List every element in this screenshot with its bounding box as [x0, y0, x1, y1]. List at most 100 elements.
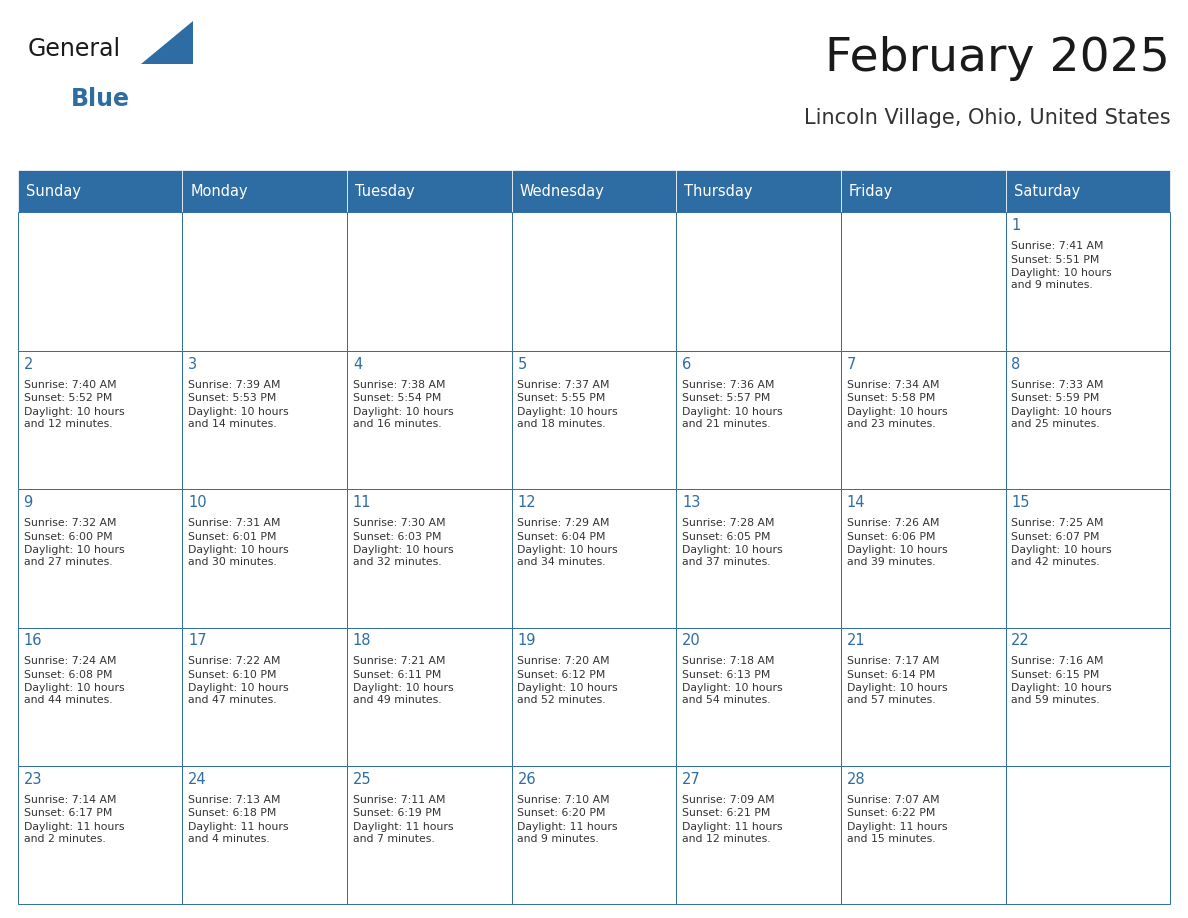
Text: Sunrise: 7:37 AM: Sunrise: 7:37 AM [518, 380, 609, 389]
Text: Sunset: 5:54 PM: Sunset: 5:54 PM [353, 393, 441, 403]
Bar [512, 351, 676, 489]
Text: Sunset: 5:53 PM: Sunset: 5:53 PM [188, 393, 277, 403]
Text: 28: 28 [847, 772, 865, 787]
Text: Daylight: 11 hours
and 9 minutes.: Daylight: 11 hours and 9 minutes. [518, 822, 618, 844]
Text: Sunrise: 7:41 AM: Sunrise: 7:41 AM [1011, 241, 1104, 252]
Text: Daylight: 11 hours
and 12 minutes.: Daylight: 11 hours and 12 minutes. [682, 822, 783, 844]
Bar [183, 351, 347, 489]
Text: Sunrise: 7:25 AM: Sunrise: 7:25 AM [1011, 518, 1104, 528]
Bar [676, 628, 841, 766]
Text: Sunset: 6:10 PM: Sunset: 6:10 PM [188, 670, 277, 680]
Text: Daylight: 11 hours
and 2 minutes.: Daylight: 11 hours and 2 minutes. [24, 822, 124, 844]
Bar [18, 628, 183, 766]
Text: Sunset: 6:14 PM: Sunset: 6:14 PM [847, 670, 935, 680]
Text: Sunset: 6:21 PM: Sunset: 6:21 PM [682, 809, 771, 818]
Text: 15: 15 [1011, 495, 1030, 510]
Bar [512, 489, 676, 628]
Bar [676, 766, 841, 904]
Text: Lincoln Village, Ohio, United States: Lincoln Village, Ohio, United States [803, 107, 1170, 128]
Bar [347, 170, 512, 212]
Text: Sunrise: 7:40 AM: Sunrise: 7:40 AM [24, 380, 116, 389]
Bar [347, 489, 512, 628]
Text: Saturday: Saturday [1013, 184, 1080, 198]
Bar [841, 766, 1005, 904]
Bar [841, 628, 1005, 766]
Text: Sunrise: 7:29 AM: Sunrise: 7:29 AM [518, 518, 609, 528]
Bar [18, 351, 183, 489]
Text: General: General [27, 37, 120, 61]
Bar [347, 628, 512, 766]
Text: Daylight: 10 hours
and 27 minutes.: Daylight: 10 hours and 27 minutes. [24, 545, 125, 567]
Text: Sunset: 6:01 PM: Sunset: 6:01 PM [188, 532, 277, 542]
Text: Sunset: 5:55 PM: Sunset: 5:55 PM [518, 393, 606, 403]
Bar [841, 489, 1005, 628]
Text: 11: 11 [353, 495, 372, 510]
Text: Sunset: 6:22 PM: Sunset: 6:22 PM [847, 809, 935, 818]
Text: Sunrise: 7:10 AM: Sunrise: 7:10 AM [518, 795, 611, 805]
Text: Sunrise: 7:18 AM: Sunrise: 7:18 AM [682, 656, 775, 666]
Text: Daylight: 10 hours
and 12 minutes.: Daylight: 10 hours and 12 minutes. [24, 407, 125, 429]
Bar [512, 212, 676, 351]
Text: Daylight: 10 hours
and 49 minutes.: Daylight: 10 hours and 49 minutes. [353, 684, 454, 706]
Text: Sunset: 6:17 PM: Sunset: 6:17 PM [24, 809, 112, 818]
Text: 16: 16 [24, 633, 42, 648]
Text: Sunset: 6:19 PM: Sunset: 6:19 PM [353, 809, 441, 818]
Bar [676, 351, 841, 489]
Text: Daylight: 11 hours
and 4 minutes.: Daylight: 11 hours and 4 minutes. [188, 822, 289, 844]
Text: 23: 23 [24, 772, 42, 787]
Text: Daylight: 10 hours
and 52 minutes.: Daylight: 10 hours and 52 minutes. [518, 684, 618, 706]
Bar [18, 489, 183, 628]
Text: Sunrise: 7:39 AM: Sunrise: 7:39 AM [188, 380, 280, 389]
Text: 13: 13 [682, 495, 701, 510]
Bar [1005, 212, 1170, 351]
Text: 27: 27 [682, 772, 701, 787]
Text: Sunrise: 7:24 AM: Sunrise: 7:24 AM [24, 656, 116, 666]
Text: Friday: Friday [849, 184, 893, 198]
Text: Sunset: 6:15 PM: Sunset: 6:15 PM [1011, 670, 1100, 680]
Bar [183, 766, 347, 904]
Text: Sunset: 6:00 PM: Sunset: 6:00 PM [24, 532, 112, 542]
Bar [1005, 351, 1170, 489]
Text: Daylight: 11 hours
and 7 minutes.: Daylight: 11 hours and 7 minutes. [353, 822, 454, 844]
Text: 5: 5 [518, 357, 526, 372]
Text: Daylight: 10 hours
and 32 minutes.: Daylight: 10 hours and 32 minutes. [353, 545, 454, 567]
Text: Tuesday: Tuesday [355, 184, 415, 198]
Text: Sunrise: 7:28 AM: Sunrise: 7:28 AM [682, 518, 775, 528]
Bar [183, 212, 347, 351]
Text: Sunrise: 7:16 AM: Sunrise: 7:16 AM [1011, 656, 1104, 666]
Text: Sunrise: 7:30 AM: Sunrise: 7:30 AM [353, 518, 446, 528]
Text: Sunrise: 7:21 AM: Sunrise: 7:21 AM [353, 656, 446, 666]
Text: Sunset: 6:08 PM: Sunset: 6:08 PM [24, 670, 112, 680]
Text: Sunrise: 7:26 AM: Sunrise: 7:26 AM [847, 518, 940, 528]
Text: Sunset: 6:12 PM: Sunset: 6:12 PM [518, 670, 606, 680]
Text: Sunrise: 7:31 AM: Sunrise: 7:31 AM [188, 518, 280, 528]
Text: Sunrise: 7:14 AM: Sunrise: 7:14 AM [24, 795, 116, 805]
Text: Sunrise: 7:13 AM: Sunrise: 7:13 AM [188, 795, 280, 805]
Bar [347, 212, 512, 351]
Bar [347, 766, 512, 904]
Text: Daylight: 10 hours
and 30 minutes.: Daylight: 10 hours and 30 minutes. [188, 545, 289, 567]
Bar [676, 170, 841, 212]
Text: February 2025: February 2025 [826, 37, 1170, 82]
Text: Daylight: 10 hours
and 47 minutes.: Daylight: 10 hours and 47 minutes. [188, 684, 289, 706]
Text: Sunset: 6:06 PM: Sunset: 6:06 PM [847, 532, 935, 542]
Text: Sunrise: 7:09 AM: Sunrise: 7:09 AM [682, 795, 775, 805]
Text: 20: 20 [682, 633, 701, 648]
Bar [18, 212, 183, 351]
Text: Sunrise: 7:17 AM: Sunrise: 7:17 AM [847, 656, 940, 666]
Text: Sunset: 6:20 PM: Sunset: 6:20 PM [518, 809, 606, 818]
Bar [183, 628, 347, 766]
Text: Sunrise: 7:32 AM: Sunrise: 7:32 AM [24, 518, 116, 528]
Text: Daylight: 10 hours
and 57 minutes.: Daylight: 10 hours and 57 minutes. [847, 684, 947, 706]
Bar [841, 170, 1005, 212]
Text: Sunrise: 7:33 AM: Sunrise: 7:33 AM [1011, 380, 1104, 389]
Bar [676, 212, 841, 351]
Text: 17: 17 [188, 633, 207, 648]
Bar [841, 212, 1005, 351]
Text: Daylight: 10 hours
and 14 minutes.: Daylight: 10 hours and 14 minutes. [188, 407, 289, 429]
Bar [1005, 170, 1170, 212]
Text: Sunset: 5:57 PM: Sunset: 5:57 PM [682, 393, 771, 403]
Text: Sunrise: 7:22 AM: Sunrise: 7:22 AM [188, 656, 280, 666]
Text: 26: 26 [518, 772, 536, 787]
Text: Sunset: 6:13 PM: Sunset: 6:13 PM [682, 670, 771, 680]
